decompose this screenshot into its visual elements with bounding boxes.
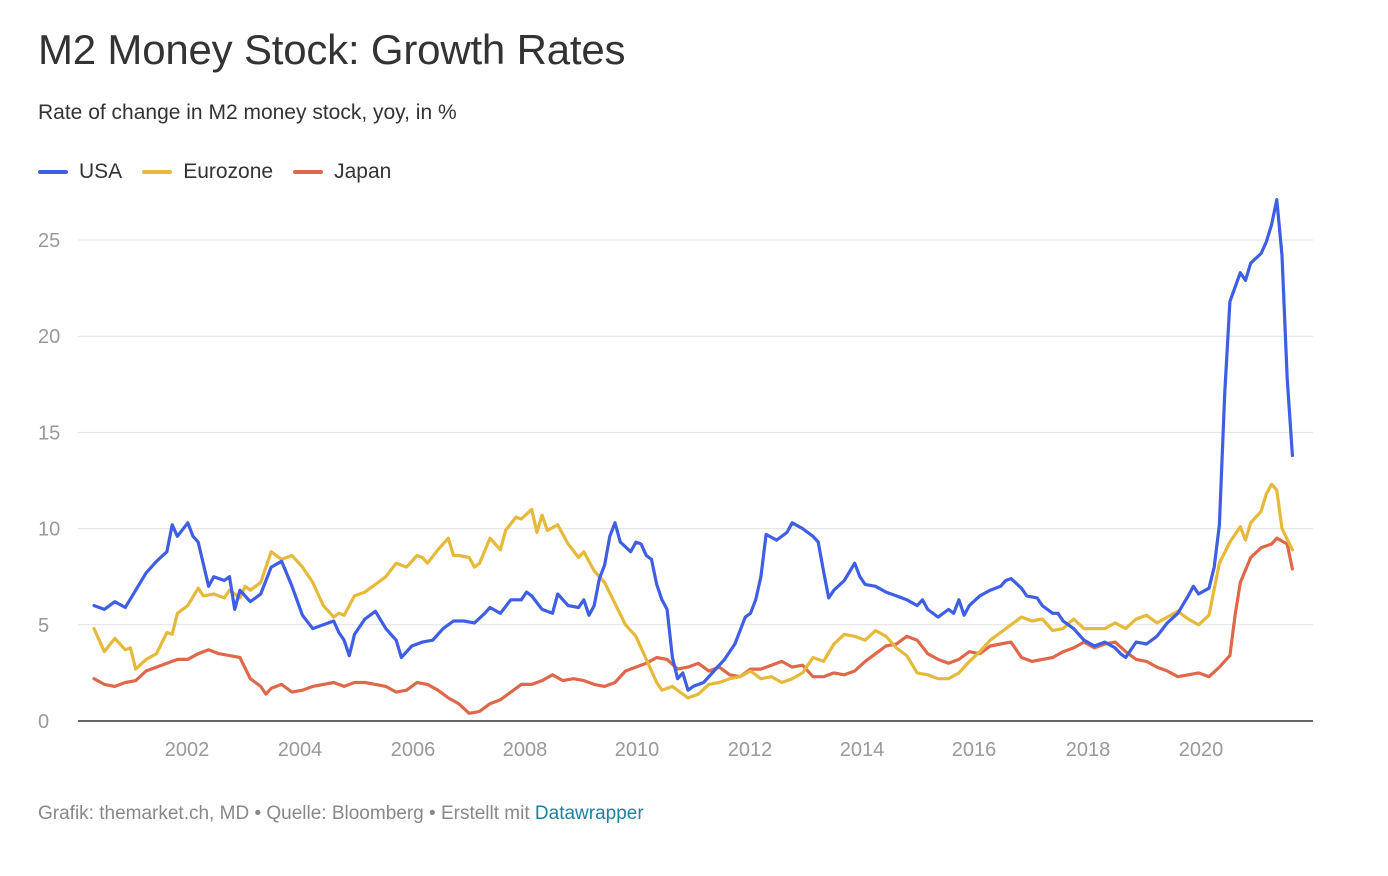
series-line-usa	[92, 198, 1294, 692]
x-tick-label-2006: 2006	[391, 739, 436, 761]
datawrapper-link[interactable]: Datawrapper	[534, 803, 644, 824]
x-tick-label-2008: 2008	[503, 739, 548, 761]
x-tick-label-2010: 2010	[615, 739, 660, 761]
footer-credit: Grafik: themarket.ch, MD • Quelle: Bloom…	[38, 803, 644, 825]
x-tick-label-2002: 2002	[165, 739, 210, 761]
legend-item-japan: Japan	[293, 160, 391, 184]
y-tick-label-0: 0	[38, 711, 49, 733]
legend-label-japan: Japan	[334, 160, 392, 183]
legend-label-usa: USA	[79, 160, 123, 183]
x-tick-label-2014: 2014	[840, 739, 885, 761]
grid-layer	[78, 239, 1313, 626]
legend: USA Eurozone Japan	[38, 160, 411, 184]
x-tick-label-2012: 2012	[728, 739, 773, 761]
y-tick-label-25: 25	[38, 230, 60, 252]
legend-swatch-usa	[38, 170, 68, 174]
y-tick-label-5: 5	[38, 615, 49, 637]
legend-item-usa: USA	[38, 160, 122, 184]
legend-item-eurozone: Eurozone	[142, 160, 273, 184]
x-tick-label-2016: 2016	[952, 739, 997, 761]
y-tick-label-10: 10	[38, 519, 60, 541]
y-tick-label-15: 15	[38, 422, 60, 444]
x-tick-label-2020: 2020	[1179, 739, 1224, 761]
y-tick-label-20: 20	[38, 326, 60, 348]
chart-subtitle: Rate of change in M2 money stock, yoy, i…	[38, 101, 457, 124]
footer-text: Grafik: themarket.ch, MD • Quelle: Bloom…	[38, 803, 535, 824]
legend-label-eurozone: Eurozone	[183, 160, 274, 183]
series-line-eurozone	[92, 482, 1294, 700]
legend-swatch-japan	[293, 170, 324, 174]
chart-title: M2 Money Stock: Growth Rates	[38, 26, 626, 73]
x-tick-label-2004: 2004	[278, 739, 323, 761]
axis-layer: 0 5 10 15 20 25 2002 2004 2006 2008 2010 2012 2014 20…	[38, 230, 1313, 761]
legend-swatch-eurozone	[142, 170, 173, 174]
x-tick-label-2018: 2018	[1066, 739, 1111, 761]
lines-layer	[92, 198, 1294, 715]
